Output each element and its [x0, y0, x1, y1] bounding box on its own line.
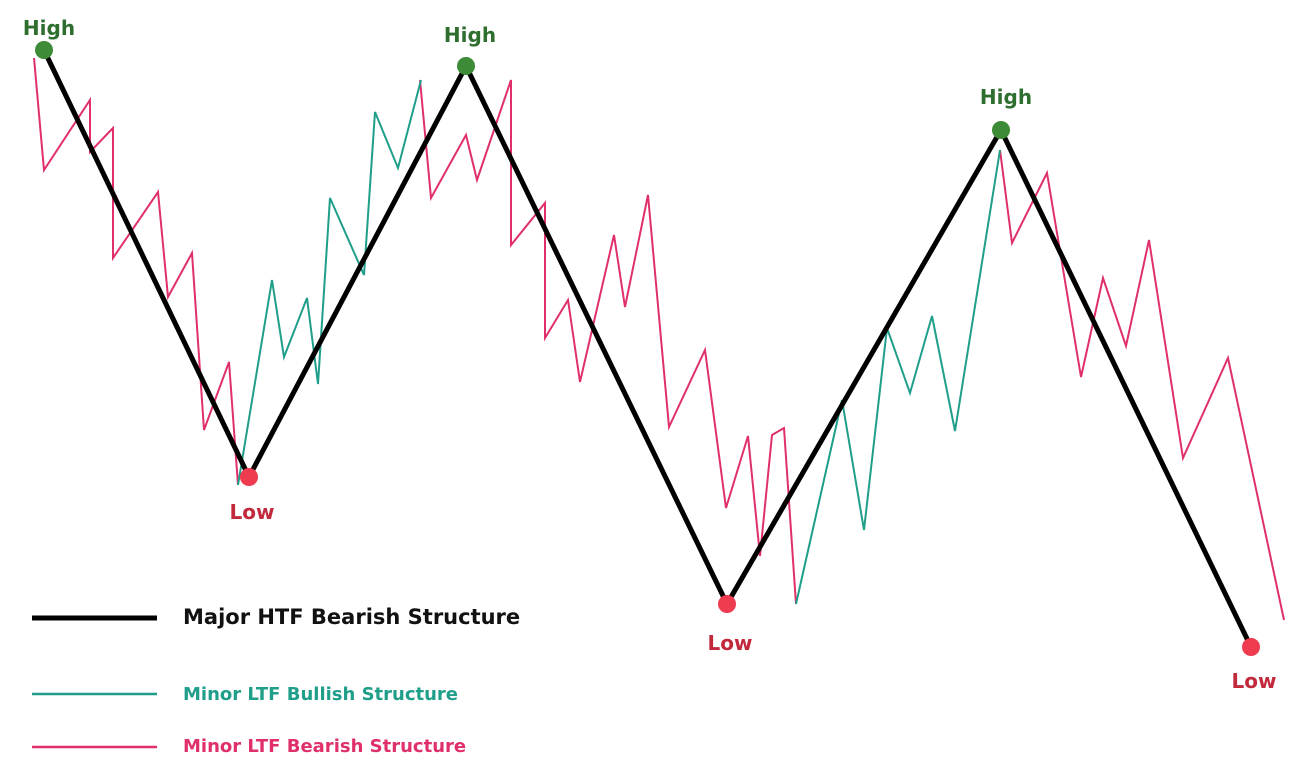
- bearish-leg-3: [999, 149, 1285, 621]
- high-point: [457, 57, 475, 75]
- high-label: High: [23, 16, 75, 40]
- legend: Major HTF Bearish Structure Minor LTF Bu…: [32, 605, 520, 757]
- low-label: Low: [230, 500, 275, 524]
- low-point: [718, 595, 736, 613]
- low-point: [240, 468, 258, 486]
- pivot-points: [35, 41, 1260, 656]
- bearish-leg-2: [419, 79, 797, 605]
- low-label: Low: [1232, 669, 1277, 693]
- low-point: [1242, 638, 1260, 656]
- high-label: High: [444, 23, 496, 47]
- high-label: High: [980, 85, 1032, 109]
- bearish-leg-1: [33, 57, 239, 486]
- low-label: Low: [708, 631, 753, 655]
- legend-bullish-label: Minor LTF Bullish Structure: [183, 684, 458, 705]
- high-point: [992, 121, 1010, 139]
- high-point: [35, 41, 53, 59]
- minor-bearish-structure: [33, 57, 1285, 621]
- minor-bullish-structure: [237, 79, 1001, 605]
- pivot-labels: High High High Low Low Low: [23, 16, 1277, 693]
- bullish-leg-1: [237, 79, 422, 486]
- legend-major-label: Major HTF Bearish Structure: [183, 605, 520, 629]
- bullish-leg-2: [795, 149, 1001, 605]
- major-htf-structure: [41, 48, 1254, 649]
- legend-bearish-label: Minor LTF Bearish Structure: [183, 736, 466, 757]
